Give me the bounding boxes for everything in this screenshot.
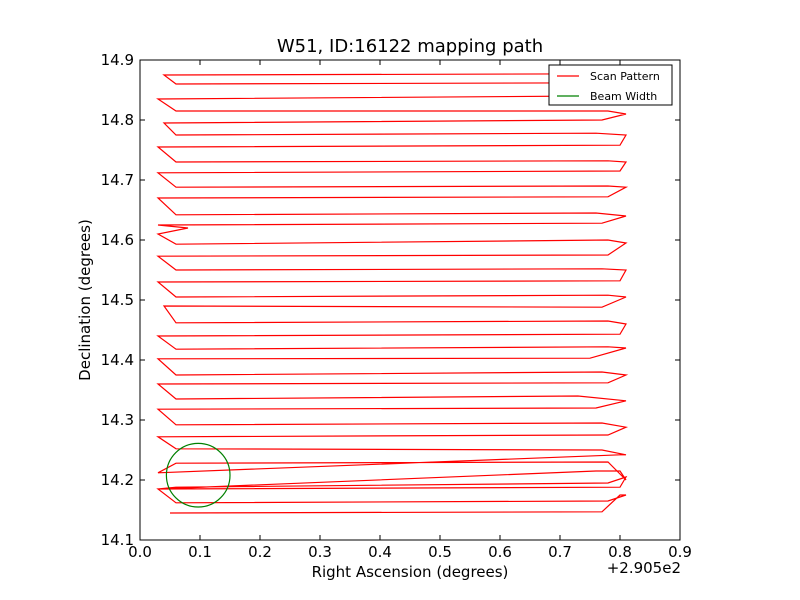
x-tick-label: 0.1: [188, 543, 212, 561]
x-tick-label: 0.6: [488, 543, 512, 561]
beam-width-circle: [165, 442, 231, 508]
series-layer: [156, 73, 629, 514]
legend-box: [548, 64, 673, 106]
x-tick-label: 0.8: [608, 543, 632, 561]
x-axis-label: Right Ascension (degrees): [312, 563, 509, 581]
y-tick-label: 14.5: [101, 291, 134, 309]
ticks-layer: 0.0 0.1 0.2 0.3 0.4 0.5 0.6 0.7 0.8 0.9 14.1 14.2 14…: [101, 51, 692, 561]
legend-label: Scan Pattern: [590, 70, 660, 83]
y-tick-label: 14.4: [101, 351, 134, 369]
y-tick-label: 14.6: [101, 231, 134, 249]
plot-area: [140, 60, 680, 540]
y-tick-label: 14.1: [101, 531, 134, 549]
y-tick-label: 14.7: [101, 171, 134, 189]
plot-frame: [139, 59, 681, 541]
scan-pattern-line: [156, 73, 629, 514]
y-axis-label: Declination (degrees): [76, 219, 94, 381]
x-tick-label: 0.0: [128, 543, 152, 561]
y-tick-label: 14.8: [101, 111, 134, 129]
y-tick-label: 14.3: [101, 411, 134, 429]
x-tick-label: 0.9: [668, 543, 692, 561]
y-tick-label: 14.2: [101, 471, 134, 489]
y-tick-label: 14.9: [101, 51, 134, 69]
x-tick-label: 0.3: [308, 543, 332, 561]
x-offset-label: +2.905e2: [607, 559, 681, 577]
x-tick-label: 0.7: [548, 543, 572, 561]
legend: Scan Pattern Beam Width: [548, 64, 673, 106]
x-tick-label: 0.2: [248, 543, 272, 561]
chart-title: W51, ID:16122 mapping path: [277, 36, 543, 57]
legend-label: Beam Width: [590, 90, 657, 103]
x-tick-label: 0.5: [428, 543, 452, 561]
x-tick-label: 0.4: [368, 543, 392, 561]
